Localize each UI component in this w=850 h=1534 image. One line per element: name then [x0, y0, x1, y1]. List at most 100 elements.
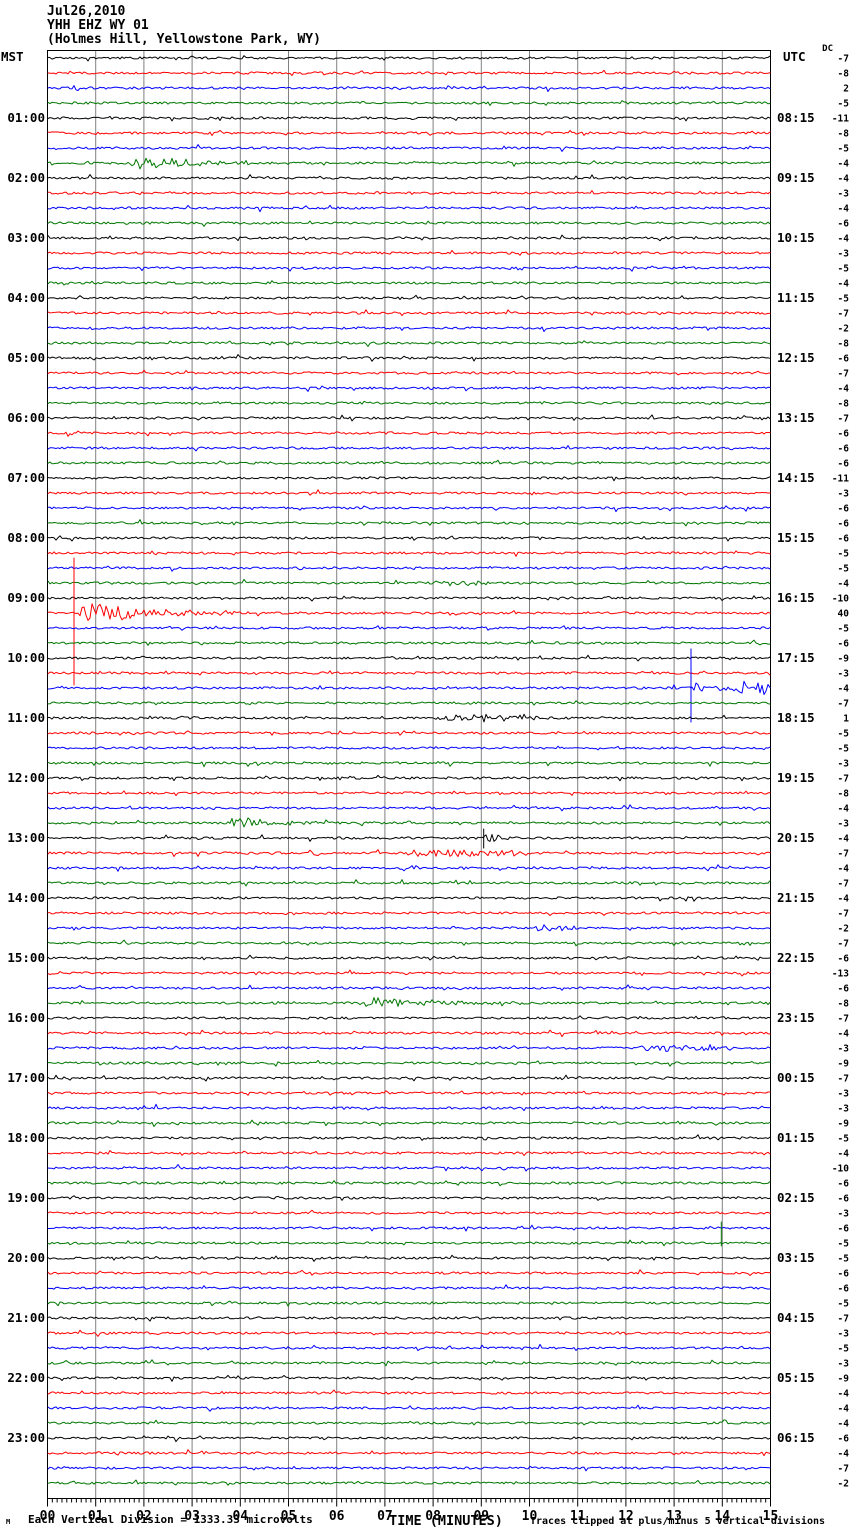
utc-time-label: 10:15	[777, 230, 815, 245]
x-tick-label: 00	[40, 1509, 56, 1524]
dc-offset-value: -4	[838, 1029, 850, 1040]
utc-time-label: 06:15	[777, 1430, 815, 1445]
seismo-trace-row	[47, 1300, 771, 1307]
seismo-trace-row	[47, 1119, 771, 1127]
mst-time-label: 05:00	[7, 350, 45, 365]
seismo-trace-row	[47, 578, 771, 587]
x-tick-label: 12	[618, 1509, 634, 1524]
dc-offset-value: 2	[843, 84, 849, 95]
seismo-trace-row	[47, 220, 771, 227]
mst-time-label: 13:00	[7, 830, 45, 845]
dc-offset-value: -8	[838, 69, 850, 80]
seismo-trace-row	[47, 445, 771, 452]
dc-offset-value: -3	[838, 759, 850, 770]
dc-offset-value: -6	[838, 1284, 850, 1295]
dc-offset-value: -6	[838, 1194, 850, 1205]
x-tick-label: 03	[184, 1509, 200, 1524]
dc-offset-value: -3	[838, 1329, 850, 1340]
x-tick-label: 15	[763, 1509, 779, 1524]
seismo-trace-row	[47, 879, 771, 887]
seismo-trace-row	[47, 1389, 771, 1395]
dc-offset-value: -3	[838, 1209, 850, 1220]
seismo-trace-row	[47, 1224, 771, 1232]
dc-offset-value: -3	[838, 489, 850, 500]
mst-time-label: 19:00	[7, 1190, 45, 1205]
mst-time-label: 01:00	[7, 110, 45, 125]
mst-time-label: 09:00	[7, 590, 45, 605]
dc-offset-value: -2	[838, 1479, 849, 1490]
dc-offset-value: -4	[838, 834, 850, 845]
seismo-trace-row	[47, 1284, 771, 1291]
x-tick-label: 14	[714, 1509, 730, 1524]
seismo-trace-row	[47, 280, 771, 286]
dc-offset-value: -3	[838, 1044, 850, 1055]
dc-offset-value: -4	[838, 1149, 850, 1160]
seismo-trace-row	[47, 1329, 771, 1337]
seismo-trace-row	[47, 519, 771, 527]
dc-offset-value: -5	[838, 1344, 850, 1355]
seismo-trace-row	[47, 144, 771, 152]
dc-offset-value: -3	[838, 249, 850, 260]
tick-layer	[47, 1498, 771, 1507]
x-tick-label: 13	[666, 1509, 682, 1524]
header-station: YHH EHZ WY 01	[47, 18, 149, 33]
dc-offset-value: -3	[838, 669, 850, 680]
utc-time-label: 09:15	[777, 170, 815, 185]
dc-offset-value: -7	[838, 939, 849, 950]
seismo-trace-row	[47, 1254, 771, 1262]
dc-offset-value: -4	[838, 234, 850, 245]
seismo-trace-row	[47, 69, 771, 76]
seismo-trace-row	[47, 190, 771, 196]
mst-time-label: 21:00	[7, 1310, 45, 1325]
dc-offset-value: -2	[838, 324, 849, 335]
seismo-trace-row	[47, 1150, 771, 1156]
seismo-trace-row	[47, 1435, 771, 1443]
dc-offset-value: -7	[838, 849, 849, 860]
seismo-trace-row	[47, 1374, 771, 1382]
utc-time-label: 15:15	[777, 530, 815, 545]
seismo-trace-row	[47, 1316, 771, 1322]
seismo-trace-row	[47, 234, 771, 242]
dc-offset-value: -8	[838, 999, 850, 1010]
mst-time-label: 02:00	[7, 170, 45, 185]
seismo-trace-row	[47, 730, 771, 736]
seismo-trace-row	[47, 1029, 771, 1038]
header-date: Jul26,2010	[47, 4, 125, 19]
dc-offset-value: -4	[838, 174, 850, 185]
utc-time-label: 12:15	[777, 350, 815, 365]
dc-offset-value: 40	[838, 609, 850, 620]
dc-offset-value: -5	[838, 264, 850, 275]
seismo-trace-row	[47, 340, 771, 347]
seismo-trace-row	[47, 1090, 771, 1096]
dc-offset-value: -5	[838, 294, 850, 305]
dc-offset-value: -6	[838, 504, 850, 515]
utc-time-label: 23:15	[777, 1010, 815, 1025]
dc-offset-value: -6	[838, 519, 850, 530]
dc-offset-value: -7	[838, 909, 849, 920]
seismo-trace-row	[47, 984, 771, 991]
dc-offset-value: -7	[838, 774, 849, 785]
dc-offset-value: -4	[838, 894, 850, 905]
seismo-trace-row	[47, 1103, 771, 1112]
x-axis-title: TIME (MINUTES)	[389, 1513, 503, 1529]
seismo-trace-row	[47, 459, 771, 465]
dc-column-title: DC	[822, 44, 833, 54]
mst-time-label: 16:00	[7, 1010, 45, 1025]
seismo-trace-row	[47, 505, 771, 513]
x-tick-label: 08	[425, 1509, 441, 1524]
utc-time-label: 14:15	[777, 470, 815, 485]
x-tick-label: 11	[570, 1509, 586, 1524]
seismo-trace-row	[47, 790, 771, 797]
x-tick-label: 06	[329, 1509, 345, 1524]
seismo-trace-row	[47, 774, 771, 782]
utc-time-label: 04:15	[777, 1310, 815, 1325]
dc-offset-value: -5	[838, 144, 850, 155]
mst-time-label: 18:00	[7, 1130, 45, 1145]
dc-offset-value: -6	[838, 429, 850, 440]
seismo-trace-row	[47, 1419, 771, 1426]
seismo-trace-row	[47, 535, 771, 542]
seismo-trace-row	[47, 849, 771, 858]
seismo-trace-row	[47, 817, 771, 828]
